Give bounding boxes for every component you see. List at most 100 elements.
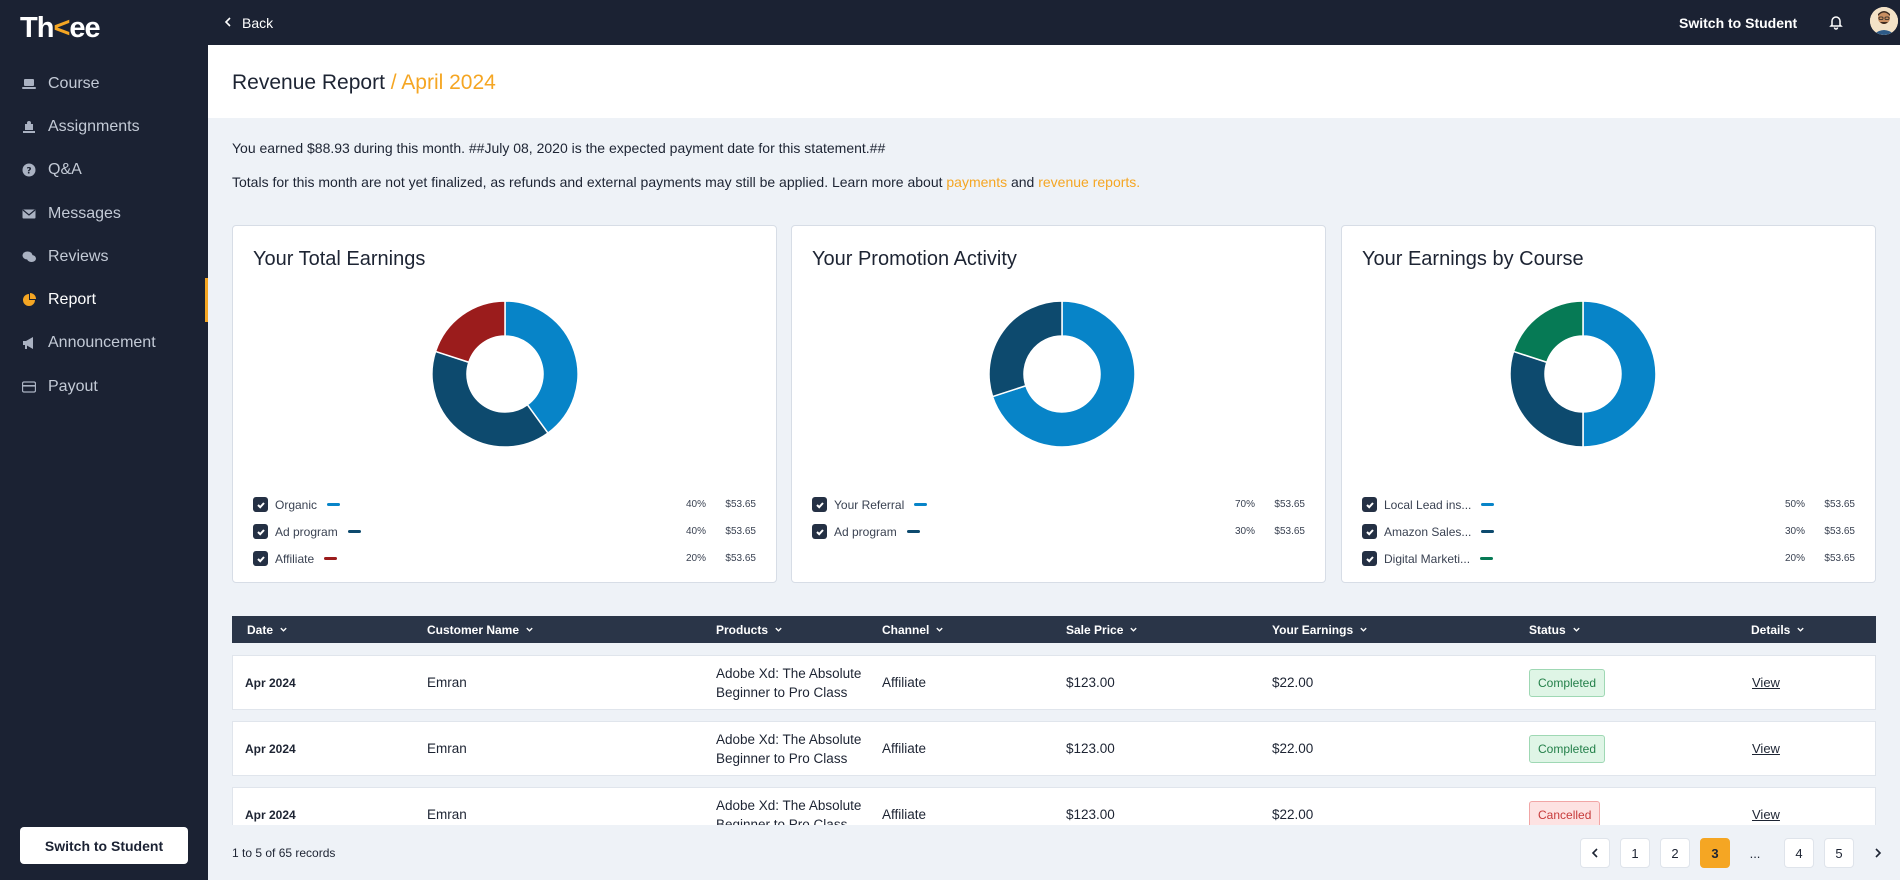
switch-to-student-link[interactable]: Switch to Student <box>1679 14 1798 31</box>
legend-label: Organic <box>275 497 318 512</box>
legend-item: Ad program 40% $53.65 <box>253 518 756 545</box>
legend-amount: $53.65 <box>725 553 756 564</box>
payments-link[interactable]: payments <box>946 174 1008 190</box>
sidebar-item-label: Announcement <box>48 334 156 352</box>
page-button-3[interactable]: 3 <box>1700 838 1730 868</box>
donut-slice-your-referral[interactable] <box>991 300 1136 448</box>
legend-swatch <box>906 530 920 533</box>
column-header-label: Status <box>1529 622 1566 637</box>
view-link[interactable]: View <box>1752 807 1780 822</box>
legend-percent: 20% <box>685 553 706 564</box>
logo-accent: < <box>53 11 70 44</box>
chevron-down-icon <box>1572 625 1582 635</box>
sidebar-item-q-a[interactable]: ? Q&A <box>0 149 208 192</box>
chevron-down-icon <box>1359 625 1369 635</box>
legend-checkbox[interactable] <box>253 551 268 566</box>
sidebar-item-label: Messages <box>48 204 121 222</box>
top-bar: Back Switch to Student <box>208 0 1900 45</box>
view-link[interactable]: View <box>1752 741 1780 756</box>
sidebar-item-label: Course <box>48 74 100 92</box>
sidebar-item-payout[interactable]: Payout <box>0 365 208 408</box>
legend-item: Local Lead ins... 50% $53.65 <box>1362 491 1855 518</box>
column-header-details[interactable]: Details <box>1751 616 1806 643</box>
logo-text: Th <box>20 11 54 44</box>
donut-slice-ad-program[interactable] <box>988 300 1063 398</box>
prev-page-button[interactable] <box>1580 838 1610 868</box>
cell-channel: Affiliate <box>882 741 927 756</box>
column-header-label: Sale Price <box>1066 622 1124 637</box>
legend-checkbox[interactable] <box>253 524 268 539</box>
cell-sale-price: $123.00 <box>1066 807 1115 822</box>
page-button-2[interactable]: 2 <box>1660 838 1690 868</box>
next-page-button[interactable] <box>1866 838 1890 868</box>
sidebar-item-messages[interactable]: Messages <box>0 192 208 235</box>
legend-checkbox[interactable] <box>812 524 827 539</box>
note-and: and <box>1007 174 1039 190</box>
cell-product: Adobe Xd: The Absolute Beginner to Pro C… <box>716 665 862 700</box>
back-button[interactable]: Back <box>222 0 273 45</box>
chart-legend: Your Referral 70% $53.65 Ad program 30% $53.6… <box>812 491 1305 545</box>
donut-slice-amazon-sales[interactable] <box>1509 350 1584 448</box>
sidebar-item-announcement[interactable]: Announcement <box>0 322 208 365</box>
sidebar-item-course[interactable]: Course <box>0 62 208 105</box>
page-title-text: Revenue Report <box>232 71 385 94</box>
donut-slice-digital-marketi[interactable] <box>1512 300 1584 364</box>
column-header-date[interactable]: Date <box>247 616 289 643</box>
column-header-sale-price[interactable]: Sale Price <box>1066 616 1139 643</box>
legend-percent: 50% <box>1784 499 1805 510</box>
donut-slice-ad-program[interactable] <box>431 350 549 448</box>
column-header-your-earnings[interactable]: Your Earnings <box>1272 616 1369 643</box>
svg-text:?: ? <box>26 167 31 177</box>
page-button-4[interactable]: 4 <box>1784 838 1814 868</box>
chevron-down-icon <box>774 625 784 635</box>
donut-slice-local-lead-ins[interactable] <box>1582 300 1657 448</box>
revenue-reports-link[interactable]: revenue reports. <box>1038 174 1141 190</box>
legend-checkbox[interactable] <box>1362 551 1377 566</box>
legend-checkbox[interactable] <box>812 497 827 512</box>
legend-percent: 20% <box>1784 553 1805 564</box>
sidebar-switch-to-student-button[interactable]: Switch to Student <box>20 827 188 864</box>
view-link[interactable]: View <box>1752 675 1780 690</box>
bell-icon[interactable] <box>1826 12 1846 32</box>
status-badge: Completed <box>1529 668 1606 697</box>
donut-slice-affiliate[interactable] <box>434 300 506 364</box>
legend-percent: 40% <box>685 499 706 510</box>
legend-label: Ad program <box>275 524 338 539</box>
laptop-icon <box>22 77 36 91</box>
sidebar-item-label: Reviews <box>48 247 109 265</box>
page-button-1[interactable]: 1 <box>1620 838 1650 868</box>
legend-item: Organic 40% $53.65 <box>253 491 756 518</box>
logo[interactable]: Th < ee <box>20 11 101 44</box>
column-header-products[interactable]: Products <box>716 616 784 643</box>
chevron-right-icon <box>1875 848 1882 858</box>
column-header-label: Your Earnings <box>1272 622 1354 637</box>
table-header: Date Customer Name Products Channel Sale Pri… <box>232 616 1876 643</box>
table-body[interactable]: Apr 2024 Emran Adobe Xd: The Absolute Begi… <box>232 655 1876 825</box>
legend-item: Digital Marketi... 20% $53.65 <box>1362 545 1855 572</box>
column-header-status[interactable]: Status <box>1529 616 1582 643</box>
legend-checkbox[interactable] <box>1362 497 1377 512</box>
legend-checkbox[interactable] <box>253 497 268 512</box>
legend-swatch <box>347 530 361 533</box>
chevron-down-icon <box>1796 625 1806 635</box>
pagination-ellipsis[interactable]: ... <box>1749 845 1761 861</box>
promotion-activity-donut <box>988 300 1136 448</box>
avatar[interactable] <box>1870 7 1898 35</box>
legend-label: Affiliate <box>275 551 315 566</box>
page-button-5[interactable]: 5 <box>1824 838 1854 868</box>
cell-date: Apr 2024 <box>245 675 296 690</box>
column-header-channel[interactable]: Channel <box>882 616 945 643</box>
chevron-left-icon <box>1591 848 1598 858</box>
sidebar-item-report[interactable]: Report <box>0 278 208 323</box>
cell-details: View <box>1752 656 1780 709</box>
legend-swatch <box>914 503 928 506</box>
legend-swatch <box>324 557 338 560</box>
page-title-month: / April 2024 <box>384 71 496 94</box>
legend-percent: 70% <box>1234 499 1255 510</box>
legend-swatch <box>327 503 341 506</box>
sidebar-item-assignments[interactable]: Assignments <box>0 105 208 148</box>
donut-slice-organic[interactable] <box>504 300 579 435</box>
legend-checkbox[interactable] <box>1362 524 1377 539</box>
sidebar-item-reviews[interactable]: Reviews <box>0 235 208 278</box>
column-header-customer-name[interactable]: Customer Name <box>427 616 535 643</box>
